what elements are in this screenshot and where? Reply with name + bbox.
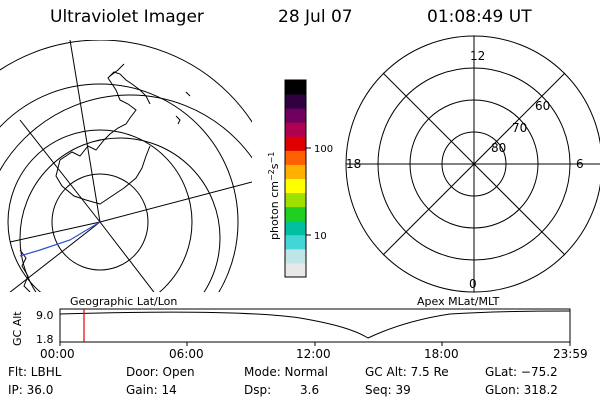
map-lat-circle-1 bbox=[51, 173, 149, 271]
gc-alt-frame bbox=[59, 308, 571, 343]
polar-plot bbox=[345, 35, 600, 293]
mlt-label-6: 6 bbox=[576, 157, 584, 171]
instrument-title: Ultraviolet Imager bbox=[50, 7, 204, 27]
mlt-label-18: 18 bbox=[346, 157, 361, 171]
x-label-0600: 06:00 bbox=[169, 347, 204, 361]
x-label-1800: 18:00 bbox=[424, 347, 459, 361]
seq-value: Seq: 39 bbox=[365, 383, 411, 397]
coastline-antarctica bbox=[55, 71, 151, 205]
time-label: 01:08:49 UT bbox=[427, 7, 532, 27]
filter-value: Flt: LBHL bbox=[8, 365, 62, 379]
map-lat-circle-3 bbox=[0, 83, 239, 292]
colorbar-block bbox=[285, 234, 306, 250]
map-meridian-6 bbox=[19, 119, 101, 223]
gc-alt-ylabel: GC Alt bbox=[11, 311, 24, 346]
door-value: Door: Open bbox=[126, 365, 195, 379]
colorbar-block bbox=[285, 108, 306, 123]
map-meridian-2 bbox=[99, 181, 252, 223]
date-label: 28 Jul 07 bbox=[278, 7, 353, 27]
mlat-label-60: 60 bbox=[535, 99, 550, 113]
colorbar-block bbox=[285, 248, 306, 264]
polar-title: Apex MLat/MLT bbox=[417, 295, 500, 308]
ip-value: IP: 36.0 bbox=[8, 383, 54, 397]
mlat-label-70: 70 bbox=[512, 121, 527, 135]
map-meridian-4 bbox=[9, 221, 101, 243]
map-lat-circle-5 bbox=[19, 137, 221, 292]
geographic-map bbox=[0, 40, 252, 292]
colorbar-block bbox=[285, 94, 306, 109]
colorbar-block bbox=[285, 220, 306, 236]
colorbar-unit-label: photon cm−2s−1 bbox=[267, 152, 281, 240]
mlt-label-12: 12 bbox=[470, 49, 485, 63]
mlat-label-80: 80 bbox=[491, 141, 506, 155]
colorbar-label-100: 100 bbox=[314, 144, 333, 155]
colorbar-block bbox=[285, 136, 306, 151]
dsp-label: Dsp: bbox=[244, 383, 272, 397]
glon-value: GLon: 318.2 bbox=[485, 383, 558, 397]
gain-value: Gain: 14 bbox=[126, 383, 177, 397]
x-label-1200: 12:00 bbox=[296, 347, 331, 361]
map-lat-circle-2 bbox=[7, 129, 193, 292]
x-label-2359: 23:59 bbox=[553, 347, 588, 361]
colorbar: 100 10 photon cm−2s−1 bbox=[267, 79, 333, 278]
map-meridian-3 bbox=[9, 221, 101, 292]
colorbar-block bbox=[285, 192, 306, 208]
satellite-track bbox=[19, 221, 101, 257]
map-title: Geographic Lat/Lon bbox=[70, 295, 177, 308]
gc-alt-curve bbox=[59, 310, 571, 339]
colorbar-frame bbox=[284, 79, 307, 278]
map-lat-circle-4 bbox=[0, 40, 252, 123]
glat-value: GLat: −75.2 bbox=[485, 365, 558, 379]
colorbar-block bbox=[285, 122, 306, 137]
colorbar-block bbox=[285, 262, 306, 278]
polar-diagonal-2 bbox=[382, 72, 566, 256]
dsp-value: 3.6 bbox=[300, 383, 320, 397]
x-label-0000: 00:00 bbox=[40, 347, 75, 361]
map-meridian-1 bbox=[69, 40, 101, 223]
coastline-south-america bbox=[19, 63, 125, 292]
mlt-label-0: 0 bbox=[469, 277, 477, 291]
mode-value: Mode: Normal bbox=[244, 365, 328, 379]
colorbar-block bbox=[285, 150, 306, 165]
colorbar-block bbox=[285, 80, 306, 95]
map-lat-circle-6 bbox=[0, 94, 252, 172]
coastline-islands bbox=[175, 91, 191, 125]
gc-alt-value: GC Alt: 7.5 Re bbox=[365, 365, 449, 379]
gc-alt-plot: 9.0 1.8 GC Alt 00:00 06:00 12:00 18:00 2… bbox=[11, 308, 588, 361]
colorbar-scale bbox=[285, 80, 306, 278]
y-tick-9: 9.0 bbox=[36, 309, 54, 322]
colorbar-label-10: 10 bbox=[314, 231, 327, 242]
y-tick-1-8: 1.8 bbox=[36, 333, 54, 346]
colorbar-block bbox=[285, 164, 306, 179]
colorbar-block bbox=[285, 178, 306, 194]
map-meridian-5 bbox=[99, 221, 155, 292]
colorbar-block bbox=[285, 206, 306, 222]
